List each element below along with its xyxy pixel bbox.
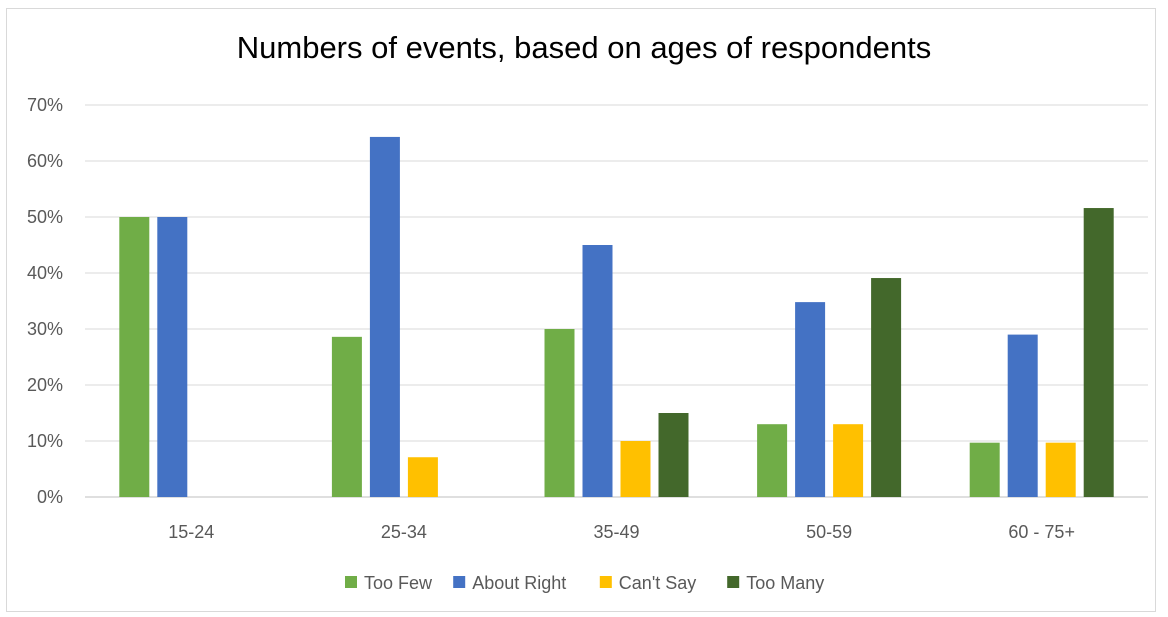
legend: Too Few About Right Can't Say Too Many (345, 573, 824, 593)
y-tick-label: 10% (27, 431, 63, 451)
y-tick-label: 20% (27, 375, 63, 395)
legend-swatch (727, 576, 740, 588)
bar-can-t-say-3 (833, 424, 864, 497)
x-tick-label: 35-49 (593, 522, 639, 542)
legend-label: Too Many (746, 573, 824, 593)
x-tick-label: 15-24 (168, 522, 214, 542)
bar-about-right-4 (1007, 334, 1038, 497)
y-axis: 0% 10% 20% 30% 40% 50% 60% 70% (27, 95, 63, 507)
bar-too-few-0 (119, 217, 150, 497)
bar-can-t-say-2 (620, 441, 651, 497)
bars (119, 136, 1114, 498)
legend-swatch (345, 576, 357, 588)
y-tick-label: 70% (27, 95, 63, 115)
bar-about-right-3 (795, 302, 826, 497)
legend-item: Too Few (345, 573, 433, 593)
legend-swatch (453, 576, 466, 588)
bar-about-right-1 (369, 136, 400, 498)
gridlines (85, 104, 1148, 498)
y-tick-label: 0% (37, 487, 63, 507)
legend-label: Too Few (364, 573, 433, 593)
bar-too-many-4 (1083, 208, 1114, 498)
y-tick-label: 30% (27, 319, 63, 339)
y-tick-label: 60% (27, 151, 63, 171)
legend-item: Can't Say (599, 573, 696, 593)
bar-too-few-4 (969, 442, 1000, 497)
chart-frame (6, 8, 1156, 612)
bar-about-right-2 (582, 245, 613, 497)
bar-about-right-0 (157, 217, 188, 497)
bar-too-many-3 (871, 278, 902, 497)
x-tick-label: 25-34 (381, 522, 427, 542)
legend-label: Can't Say (619, 573, 696, 593)
bar-can-t-say-4 (1045, 442, 1076, 497)
y-tick-label: 50% (27, 207, 63, 227)
bar-can-t-say-1 (407, 457, 438, 497)
bar-too-many-2 (658, 413, 689, 497)
bar-too-few-3 (757, 424, 788, 497)
legend-swatch (599, 576, 612, 588)
bar-too-few-2 (544, 329, 575, 497)
y-tick-label: 40% (27, 263, 63, 283)
chart-title: Numbers of events, based on ages of resp… (236, 30, 932, 65)
legend-label: About Right (472, 573, 566, 593)
legend-item: Too Many (727, 573, 824, 593)
bar-too-few-1 (331, 336, 362, 497)
legend-item: About Right (453, 573, 566, 593)
x-tick-label: 50-59 (806, 522, 852, 542)
x-axis: 15-24 25-34 35-49 50-59 60 - 75+ (168, 522, 1075, 542)
x-tick-label: 60 - 75+ (1008, 522, 1075, 542)
